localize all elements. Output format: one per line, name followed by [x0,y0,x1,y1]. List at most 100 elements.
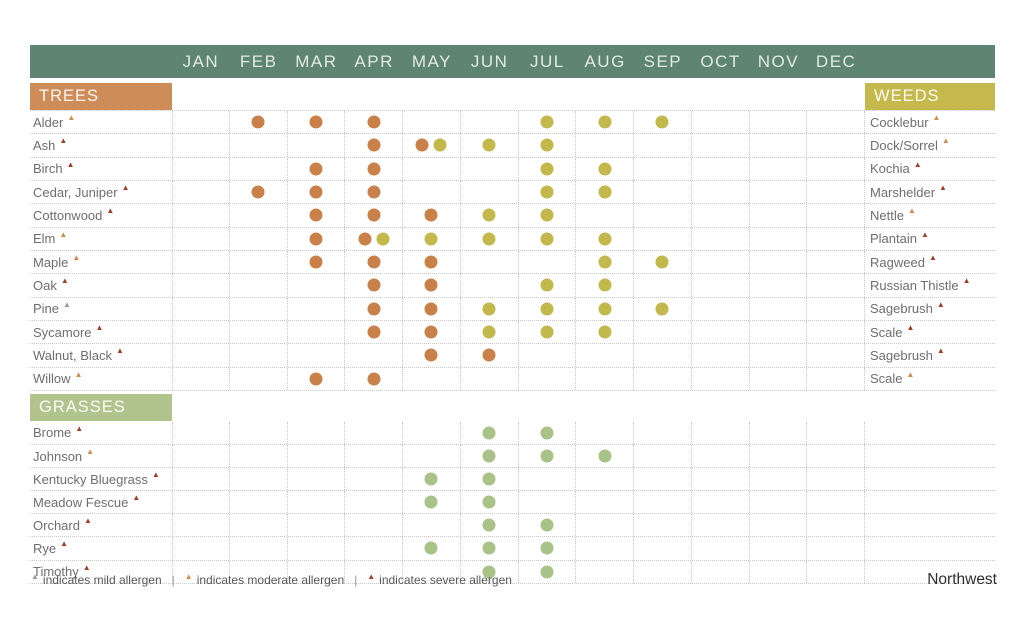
grasses-rows: Brome ▲ Johnson ▲ Kentucky Bluegrass ▲ Meadow … [30,421,995,584]
plant-label: Birch ▲ [33,159,75,177]
month-cell [403,111,461,134]
month-cell [345,297,403,320]
month-cell [172,134,230,157]
month-cell [634,491,692,514]
weed-label: Scale ▲ [870,323,915,340]
weed-name: Russian Thistle [870,277,959,293]
month-cell [634,157,692,180]
month-cell [230,367,288,390]
month-cell [230,491,288,514]
plant-label: Oak ▲ [33,276,69,293]
month-cell [807,297,865,320]
pollen-dot [309,232,323,246]
legend-separator: | [354,573,358,587]
month-cell [807,180,865,204]
pollen-dot [424,325,438,339]
weed-label: Plantain ▲ [870,229,929,247]
plant-name: Cedar, Juniper [33,184,118,200]
month-cell [461,204,519,227]
month-cell [807,445,865,468]
month-cell [288,250,346,274]
month-cell [807,344,865,367]
legend-mild-marker: ▲ [31,572,39,581]
month-cell [230,297,288,320]
month-cell [634,560,692,583]
month-cell [519,180,577,204]
plant-label: Cedar, Juniper ▲ [33,183,130,200]
month-cell [288,297,346,320]
month-cell [461,421,519,445]
month-cell [461,344,519,367]
calendar-row: Oak ▲ Russian Thistle ▲ [30,274,995,298]
month-cell [403,468,461,491]
month-cell [345,491,403,514]
plant-name: Ash [33,137,56,153]
pollen-dot [415,138,429,152]
month-cell [807,134,865,157]
month-cell [403,367,461,390]
month-cell [576,134,634,157]
pollen-dot [482,565,496,579]
month-cell [692,204,750,227]
month-cell [576,320,634,344]
month-cell [576,227,634,250]
month-cell [230,468,288,491]
right-spacer [865,514,995,536]
month-cell [576,367,634,390]
plant-label: Pine ▲ [33,299,71,317]
pollen-dot [598,162,612,176]
month-cell [230,560,288,583]
weed-name: Plantain [870,231,917,247]
month-cell [750,514,808,537]
month-label-jul: JUL [530,52,565,71]
pollen-dot [251,115,265,129]
month-cell [692,514,750,537]
plant-label: Sycamore ▲ [33,323,104,340]
month-cell [692,344,750,367]
calendar-row: Johnson ▲ [30,445,995,469]
month-cell [345,560,403,583]
pollen-dot [540,541,554,555]
month-cell [345,134,403,157]
month-cell [461,537,519,560]
month-cell [288,204,346,227]
legend: ▲ indicates mild allergen | ▲ indicates mode… [31,572,512,588]
calendar-row: Cottonwood ▲ Nettle ▲ [30,204,995,228]
month-cell [461,514,519,537]
grasses-section-header: GRASSES [30,393,172,421]
pollen-dot [655,115,669,129]
month-cell [172,445,230,468]
month-cell [403,344,461,367]
legend-item-mild: ▲ indicates mild allergen [31,572,162,588]
pollen-dot [309,185,323,199]
plant-label: Cottonwood ▲ [33,206,115,223]
month-cell [461,468,519,491]
month-cell [461,320,519,344]
pollen-dot [540,518,554,532]
month-cell [461,367,519,390]
plant-label: Maple ▲ [33,253,81,270]
month-cell [461,250,519,274]
pollen-dot [482,495,496,509]
month-cell [576,297,634,320]
month-cell [288,560,346,583]
plant-name: Walnut, Black [33,347,112,363]
pollen-dot [358,232,372,246]
plant-name: Meadow Fescue [33,494,129,510]
month-cell [288,111,346,134]
calendar-row: Rye ▲ [30,537,995,561]
month-cell [576,180,634,204]
month-cell [461,111,519,134]
month-label-oct: OCT [700,52,741,71]
pollen-dot [424,232,438,246]
weed-label: Kochia ▲ [870,159,922,177]
plant-label: Meadow Fescue ▲ [33,493,141,510]
month-cell [345,111,403,134]
pollen-dot [482,232,496,246]
month-cell [345,514,403,537]
month-cell [345,537,403,560]
pollen-dot [540,426,554,440]
month-cell [461,134,519,157]
month-cell [230,134,288,157]
month-cell [345,204,403,227]
